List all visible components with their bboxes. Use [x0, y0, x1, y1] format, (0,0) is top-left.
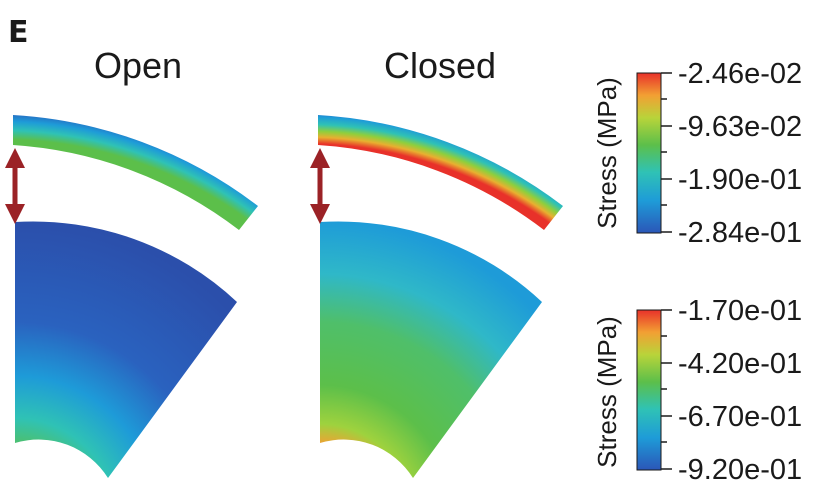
colorbar-top-ticks: [661, 72, 672, 233]
open-base-layer: [15, 221, 237, 478]
colorbar-top-scale: [636, 72, 662, 234]
open-shell-layer: [13, 115, 258, 230]
colorbar-bottom-tick-label: -4.20e-01: [678, 348, 802, 380]
colorbar-bottom: Stress (MPa) -1.70e-01 -4.20e-01 -6.70e-…: [592, 295, 802, 486]
colorbar-bottom-ticks: [661, 309, 672, 470]
colorbar-top-tick-label: -9.63e-02: [678, 111, 802, 143]
colorbar-bottom-tick-label: -6.70e-01: [678, 401, 802, 433]
closed-shell-layer: [318, 115, 563, 230]
column-title-open: Open: [94, 45, 182, 86]
colorbar-bottom-tick-label: -1.70e-01: [678, 295, 802, 327]
closed-base-layer: [320, 221, 542, 478]
colorbar-bottom-scale: [636, 309, 662, 471]
colorbar-top-tick-label: -2.46e-02: [678, 58, 802, 90]
colorbar-bottom-title: Stress (MPa): [592, 316, 622, 468]
colorbar-bottom-tick-label: -9.20e-01: [678, 454, 802, 486]
colorbar-top-title: Stress (MPa): [592, 77, 622, 229]
colorbar-top: Stress (MPa) -2.46e-02 -9.63e-02 -1.90e-…: [592, 58, 802, 249]
panel-label: E: [8, 15, 29, 50]
colorbar-top-tick-label: -2.84e-01: [678, 217, 802, 249]
colorbar-top-tick-label: -1.90e-01: [678, 164, 802, 196]
column-title-closed: Closed: [384, 45, 496, 86]
